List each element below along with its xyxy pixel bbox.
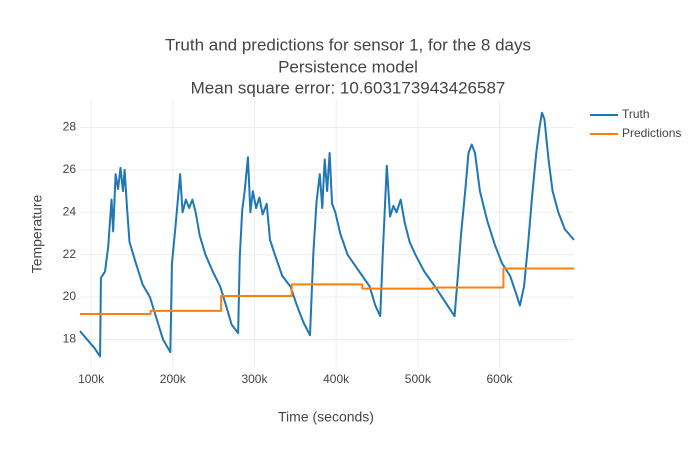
x-tick-label: 500k <box>405 372 432 386</box>
series-line <box>80 267 574 316</box>
x-tick-label: 600k <box>486 372 513 386</box>
chart-title: Truth and predictions for sensor 1, for … <box>165 35 531 54</box>
y-tick-label: 26 <box>63 162 77 176</box>
x-tick-label: 200k <box>160 372 187 386</box>
x-tick-label: 100k <box>78 372 105 386</box>
y-axis-title: Temperature <box>29 194 45 273</box>
series-line <box>79 111 575 358</box>
chart-subtitle: Persistence model <box>278 57 418 76</box>
y-tick-label: 20 <box>63 289 77 303</box>
y-tick-label: 22 <box>63 247 77 261</box>
y-tick-label: 24 <box>63 204 77 218</box>
y-tick-label: 28 <box>63 120 77 134</box>
legend-label: Truth <box>622 107 650 121</box>
y-tick-label: 18 <box>63 332 77 346</box>
x-tick-label: 300k <box>241 372 268 386</box>
x-axis-title: Time (seconds) <box>278 409 374 425</box>
legend-label: Predictions <box>622 126 681 140</box>
x-tick-label: 400k <box>323 372 350 386</box>
chart-annotation: Mean square error: 10.603173943426587 <box>191 78 506 97</box>
